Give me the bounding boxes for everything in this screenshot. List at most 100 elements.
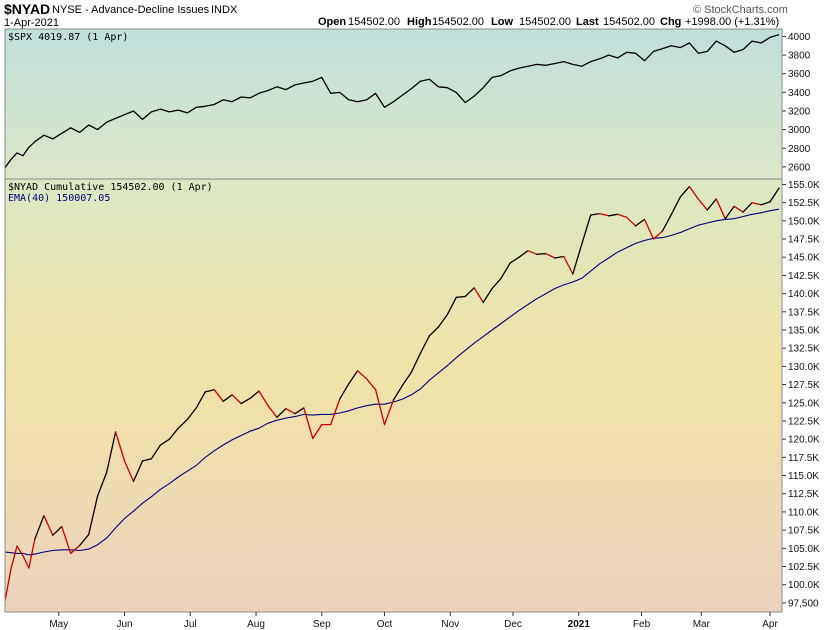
nyad-line-segment <box>446 296 457 316</box>
x-tick-label: Dec <box>504 619 522 630</box>
nyad-line-segment <box>88 495 99 536</box>
nyad-y-tick-label: 140.0K <box>788 289 820 300</box>
nyad-line-segment <box>554 255 565 259</box>
nyad-y-tick-label: 117.5K <box>788 453 819 464</box>
date-label: 1-Apr-2021 <box>4 17 59 29</box>
nyad-line-segment <box>96 471 108 497</box>
nyad-y-tick-label: 102.5K <box>788 562 820 573</box>
nyad-line-segment <box>79 533 90 547</box>
nyad-y-tick-label: 155.0K <box>788 180 820 191</box>
nyad-line-segment <box>249 390 260 400</box>
spx-y-tick-label: 3600 <box>788 69 811 80</box>
nyad-line-segment <box>16 545 24 557</box>
nyad-line-segment <box>186 407 197 421</box>
nyad-line-segment <box>410 352 422 373</box>
x-tick-label: Feb <box>633 619 651 630</box>
nyad-line-segment <box>769 187 780 203</box>
nyad-y-tick-label: 135.0K <box>788 326 820 337</box>
spx-y-tick-label: 4000 <box>788 32 811 43</box>
last-value: 154502.00 <box>603 16 655 28</box>
spx-y-tick-label: 3400 <box>788 88 811 99</box>
spx-y-tick-label: 3800 <box>788 51 811 62</box>
nyad-line-segment <box>132 460 144 483</box>
nyad-line-segment <box>482 287 493 304</box>
nyad-y-tick-label: 142.5K <box>788 271 820 282</box>
nyad-line-segment <box>4 568 12 602</box>
nyad-line-segment <box>70 544 81 555</box>
nyad-line-segment <box>312 423 323 440</box>
x-tick-label: Jun <box>116 619 132 630</box>
nyad-line-segment <box>392 384 404 401</box>
nyad-y-tick-label: 125.0K <box>788 398 820 409</box>
nyad-y-tick-label: 110.0K <box>788 507 819 518</box>
x-tick-label: Oct <box>377 619 393 630</box>
nyad-line-segment <box>428 326 439 337</box>
nyad-line-segment <box>114 431 126 462</box>
open-label: Open <box>318 16 346 28</box>
exchange-label: INDX <box>211 4 238 16</box>
spx-y-tick-label: 2800 <box>788 144 811 155</box>
nyad-line-segment <box>28 538 36 569</box>
nyad-line-segment <box>464 287 475 298</box>
nyad-line-segment <box>599 212 610 217</box>
nyad-line-segment <box>330 398 341 426</box>
nyad-line-segment <box>240 397 251 405</box>
x-tick-label: May <box>49 619 68 630</box>
nyad-line-segment <box>688 185 699 200</box>
nyad-y-tick-label: 130.0K <box>788 362 820 373</box>
nyad-line-segment <box>159 438 171 446</box>
nyad-line-segment <box>195 391 206 409</box>
nyad-panel: 97,500 100.0K 102.5K 105.0K 107.5K 110.0K 112.… <box>4 180 820 609</box>
nyad-line-segment <box>22 554 30 569</box>
x-tick-label: Nov <box>441 619 459 630</box>
spx-y-tick-label: 3200 <box>788 106 811 117</box>
nyad-line-segment <box>141 458 153 462</box>
nyad-line-segment <box>625 216 637 227</box>
nyad-line-segment <box>572 243 583 275</box>
nyad-line-segment <box>679 185 691 198</box>
ema-legend: EMA(40) 150007.05 <box>8 193 110 204</box>
nyad-line-segment <box>455 295 466 298</box>
nyad-y-tick-label: 97,500 <box>788 598 819 609</box>
x-tick-label: Mar <box>693 619 711 630</box>
nyad-line-segment <box>231 394 242 405</box>
nyad-line-segment <box>294 407 305 415</box>
nyad-line-segment <box>258 390 269 407</box>
nyad-y-tick-label: 105.0K <box>788 544 820 555</box>
nyad-line-segment <box>285 407 296 415</box>
spx-panel-background <box>5 29 782 179</box>
nyad-panel-border <box>4 178 783 613</box>
nyad-line-segment <box>123 460 135 483</box>
low-value: 154502.00 <box>519 16 571 28</box>
low-label: Low <box>491 16 513 28</box>
nyad-line-segment <box>706 198 717 211</box>
brand-watermark: © StockCharts.com <box>693 4 788 16</box>
nyad-line-segment <box>168 427 179 440</box>
nyad-line-segment <box>303 407 314 440</box>
nyad-line-segment <box>204 389 215 393</box>
nyad-line-segment <box>491 277 502 290</box>
nyad-y-tick-label: 120.0K <box>788 435 820 446</box>
nyad-line-segment <box>473 287 484 304</box>
nyad-line-segment <box>751 202 762 206</box>
spx-y-tick-label: 2600 <box>788 162 811 173</box>
nyad-line-segment <box>437 314 448 328</box>
nyad-line-segment <box>733 205 744 213</box>
spx-y-tick-label: 3000 <box>788 125 811 136</box>
nyad-y-tick-label: 115.0K <box>788 471 819 482</box>
x-tick-label: Aug <box>247 619 265 630</box>
last-label: Last <box>576 16 599 28</box>
nyad-line-segment <box>500 262 511 279</box>
nyad-line-segment <box>608 213 619 217</box>
nyad-line-segment <box>61 525 72 555</box>
nyad-line-segment <box>177 418 188 429</box>
nyad-line-segment <box>715 198 726 220</box>
nyad-line-segment <box>634 218 646 227</box>
x-tick-label: Jul <box>184 619 197 630</box>
nyad-line-segment <box>536 252 547 255</box>
x-tick-label: 2021 <box>568 619 591 630</box>
nyad-line-segment <box>105 431 117 474</box>
spx-panel: 2600 2800 3000 3200 3400 3600 3800 4000 <box>4 32 811 173</box>
nyad-line-segment <box>661 213 673 232</box>
x-axis: May Jun Jul Aug Sep Oct Nov Dec 2021 Feb Mar Apr <box>49 612 778 630</box>
